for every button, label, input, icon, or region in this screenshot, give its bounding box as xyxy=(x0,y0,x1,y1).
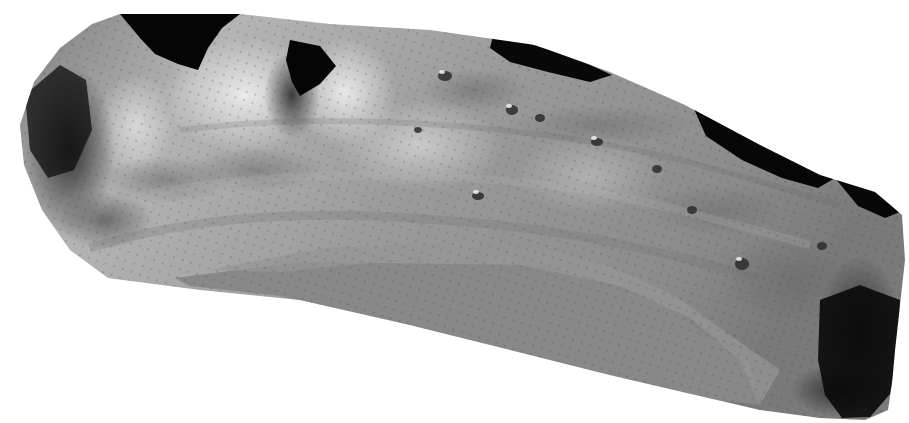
terrain-svg xyxy=(20,14,905,420)
terrain-image xyxy=(20,14,905,420)
terrain-surface xyxy=(20,14,905,420)
